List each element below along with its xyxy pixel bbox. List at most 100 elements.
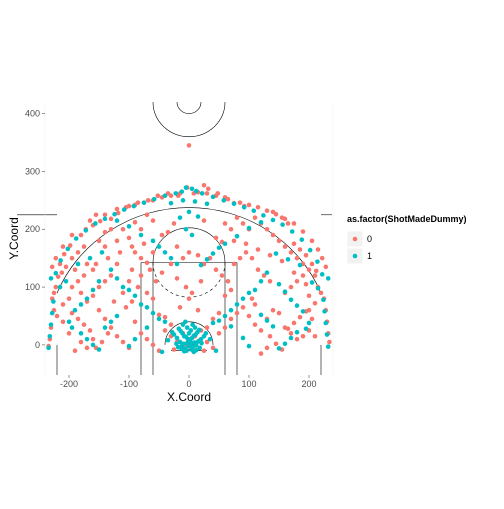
point-missed [78, 290, 84, 296]
point-missed [222, 293, 228, 299]
point-missed [75, 316, 81, 322]
point-missed [195, 252, 201, 258]
point-made [240, 335, 246, 341]
point-missed [72, 267, 78, 273]
point-missed [201, 348, 207, 354]
point-missed [183, 284, 189, 290]
point-made [58, 258, 63, 263]
point-missed [90, 336, 96, 342]
point-missed [96, 307, 102, 313]
point-made [168, 255, 174, 261]
y-axis-title: Y.Coord [7, 217, 21, 259]
point-made [306, 320, 312, 326]
point-missed [306, 293, 312, 299]
point-made [48, 276, 54, 281]
point-missed [261, 273, 267, 278]
point-missed [210, 345, 216, 351]
point-missed [270, 232, 276, 238]
point-missed [198, 279, 204, 284]
x-tick-label: 100 [241, 379, 256, 389]
point-missed [171, 347, 177, 352]
point-missed [114, 261, 120, 267]
three-point-arc [56, 207, 322, 294]
point-missed [303, 252, 309, 258]
point-made [270, 324, 276, 329]
point-missed [102, 279, 108, 284]
point-missed [129, 299, 135, 304]
point-made [303, 326, 309, 332]
point-made [96, 279, 102, 284]
point-missed [288, 331, 294, 336]
point-missed [285, 326, 291, 332]
legend-label: 0 [367, 234, 372, 244]
point-missed [309, 316, 315, 322]
point-made [114, 276, 120, 281]
point-missed [246, 202, 252, 208]
point-missed [69, 310, 75, 316]
point-made [222, 313, 228, 319]
point-missed [59, 270, 65, 275]
point-made [179, 346, 185, 352]
point-made [210, 320, 216, 326]
point-made [174, 335, 180, 341]
point-missed [315, 247, 321, 252]
point-missed [204, 325, 210, 330]
point-made [222, 241, 228, 247]
point-made [87, 255, 93, 261]
point-missed [243, 250, 249, 255]
point-missed [120, 226, 126, 232]
point-made [174, 261, 180, 267]
point-made [73, 236, 79, 241]
point-missed [75, 279, 81, 284]
point-made [199, 340, 204, 346]
point-missed [186, 296, 192, 301]
point-missed [105, 331, 111, 336]
point-made [83, 228, 89, 233]
point-made [276, 281, 282, 287]
point-made [258, 279, 264, 284]
point-missed [252, 302, 258, 307]
point-made [325, 344, 331, 349]
point-made [258, 312, 264, 318]
point-made [179, 189, 185, 194]
point-missed [312, 300, 318, 306]
point-missed [303, 281, 309, 287]
point-missed [309, 238, 315, 244]
point-missed [319, 255, 325, 261]
point-made [299, 237, 305, 242]
point-made [180, 198, 186, 203]
point-missed [300, 273, 306, 278]
legend: as.factor(ShotMadeDummy) 0 1 [346, 214, 467, 265]
point-made [196, 327, 202, 333]
point-missed [186, 143, 192, 148]
point-missed [174, 244, 180, 249]
point-missed [312, 273, 318, 278]
point-missed [155, 193, 161, 198]
point-made [169, 329, 175, 335]
point-made [189, 232, 195, 238]
point-made [176, 326, 182, 332]
point-made [150, 238, 156, 244]
point-made [156, 316, 162, 322]
point-made [213, 348, 219, 354]
point-made [138, 302, 144, 307]
legend-label: 1 [367, 251, 372, 261]
point-missed [240, 221, 246, 226]
point-missed [255, 267, 261, 273]
point-missed [111, 299, 117, 304]
point-missed [114, 238, 120, 244]
point-missed [249, 296, 255, 301]
point-missed [132, 250, 138, 255]
point-missed [120, 339, 126, 345]
point-missed [189, 290, 195, 296]
point-made [126, 224, 132, 229]
point-missed [53, 255, 59, 261]
point-missed [144, 212, 150, 218]
point-made [231, 201, 237, 207]
point-made [288, 335, 294, 341]
point-missed [213, 267, 219, 273]
point-missed [282, 216, 288, 222]
point-missed [81, 244, 87, 249]
point-made [221, 198, 227, 203]
point-missed [279, 258, 285, 264]
